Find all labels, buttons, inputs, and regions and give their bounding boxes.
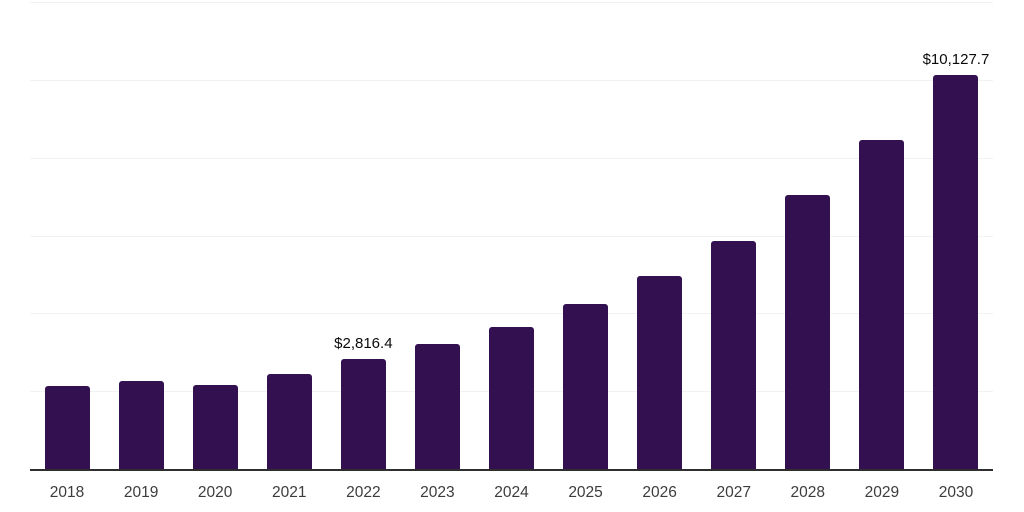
bar-2030 [933,74,979,469]
x-tick-2023: 2023 [420,484,455,501]
bar-2027 [711,240,757,469]
x-tick-2027: 2027 [716,484,751,501]
bar-2021 [266,373,312,469]
x-tick-2019: 2019 [123,484,159,501]
data-label-2022: $2,816.4 [334,335,393,353]
x-axis-line [30,469,993,471]
x-axis: 2018 2019 2020 2021 2022 2023 2024 2025 2026 2027… [30,484,993,506]
data-label-2030: $10,127.7 [922,50,990,68]
bar-2020 [192,385,238,469]
x-tick-2022: 2022 [346,484,381,501]
gridline [30,157,993,159]
x-tick-2030: 2030 [938,484,974,501]
x-tick-2024: 2024 [494,484,529,501]
x-tick-2028: 2028 [790,484,826,501]
x-tick-2025: 2025 [568,484,603,501]
bar-2018 [44,386,90,469]
bar-2023 [414,344,460,469]
bar-2029 [859,140,905,469]
gridline [30,235,993,237]
gridline [30,79,993,81]
bar-2025 [563,303,609,469]
bar-2026 [637,275,683,469]
plot-area: $2,816.4 $10,127.7 [30,2,993,471]
x-tick-2026: 2026 [642,484,677,501]
bar-2024 [489,326,534,469]
x-tick-2020: 2020 [197,484,233,501]
gridline [30,2,993,3]
bar-2022 [340,359,386,469]
x-tick-2018: 2018 [49,484,85,501]
x-tick-2029: 2029 [864,484,900,501]
gridline [30,313,993,315]
bar-2019 [118,381,164,469]
x-tick-2021: 2021 [272,484,307,501]
bar-2028 [785,195,831,469]
